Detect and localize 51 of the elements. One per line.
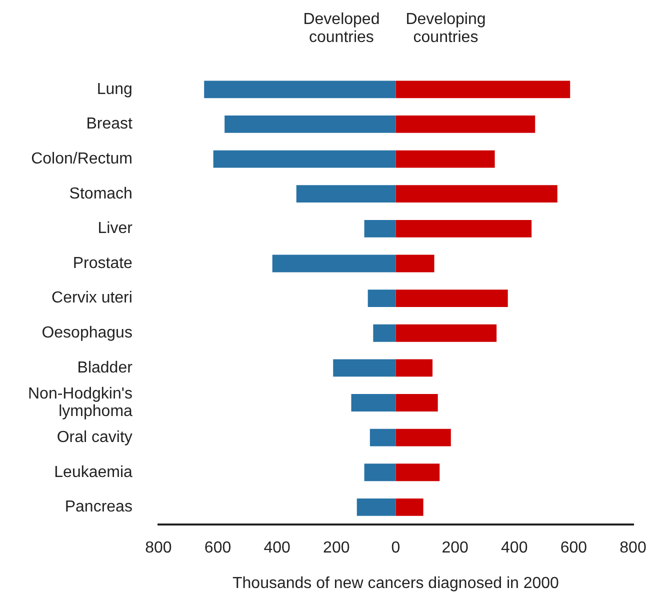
bar bbox=[396, 359, 432, 377]
bar bbox=[364, 464, 396, 482]
bar bbox=[370, 428, 396, 446]
y-tick-label: Leukaemia bbox=[54, 464, 133, 481]
x-tick-label: 400 bbox=[264, 540, 291, 557]
bar bbox=[396, 254, 434, 272]
y-tick-label: Pancreas bbox=[64, 498, 132, 516]
bar bbox=[296, 185, 396, 203]
bar bbox=[224, 116, 396, 133]
bar bbox=[396, 394, 438, 412]
x-tick-label: 600 bbox=[560, 540, 588, 557]
text: Developed countries bbox=[303, 11, 380, 46]
y-tick-label: Prostate bbox=[72, 254, 133, 272]
bar bbox=[396, 324, 497, 342]
x-tick-label: 800 bbox=[620, 540, 646, 557]
bar bbox=[351, 394, 396, 412]
bar bbox=[396, 464, 440, 482]
x-tick-label: 400 bbox=[501, 540, 528, 557]
bar bbox=[396, 150, 495, 168]
bar bbox=[272, 254, 396, 272]
y-tick-label: Cervix uteri bbox=[52, 290, 132, 307]
y-tick-label: Colon/Rectum bbox=[31, 150, 132, 168]
y-tick-label: Lung bbox=[96, 80, 132, 98]
y-tick-label: Non-Hodgkin's lymphoma bbox=[28, 385, 133, 420]
y-tick-label: Bladder bbox=[77, 359, 134, 376]
bar bbox=[373, 324, 396, 342]
y-tick-label: Liver bbox=[98, 220, 134, 238]
x-tick-label: 200 bbox=[323, 540, 350, 557]
bar bbox=[396, 428, 451, 446]
bar bbox=[364, 220, 396, 238]
text: Developing countries bbox=[406, 11, 486, 46]
x-axis-title: Thousands of new cancers diagnosed in 2000 bbox=[232, 574, 560, 592]
bar bbox=[396, 185, 558, 203]
y-tick-label: Breast bbox=[86, 116, 133, 133]
y-tick-label: Oral cavity bbox=[56, 428, 132, 446]
bar bbox=[204, 80, 396, 98]
bar bbox=[396, 290, 508, 308]
bar bbox=[333, 359, 396, 377]
bar bbox=[396, 116, 536, 133]
x-tick-label: 200 bbox=[442, 540, 468, 557]
bar bbox=[396, 80, 570, 98]
y-tick-label: Oesophagus bbox=[42, 324, 132, 342]
bar bbox=[213, 150, 396, 168]
x-tick-label: 0 bbox=[391, 540, 400, 557]
x-tick-label: 600 bbox=[204, 540, 232, 557]
bar bbox=[356, 498, 396, 516]
x-tick-label: 800 bbox=[145, 540, 172, 557]
y-tick-label: Stomach bbox=[69, 185, 132, 202]
bar bbox=[396, 220, 532, 238]
bar bbox=[396, 498, 424, 516]
bar bbox=[368, 290, 396, 308]
